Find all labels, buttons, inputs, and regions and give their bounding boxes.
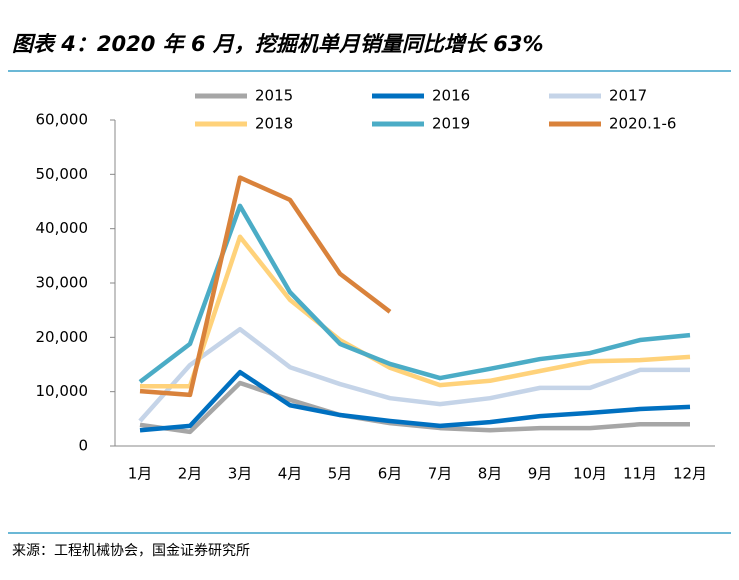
legend-label: 2017	[609, 87, 647, 105]
x-tick-label: 9月	[528, 465, 553, 483]
x-tick-label: 3月	[228, 465, 253, 483]
x-tick-label: 11月	[623, 465, 657, 483]
y-tick-label: 40,000	[36, 219, 89, 237]
y-tick-label: 50,000	[36, 165, 89, 183]
series-line	[140, 234, 691, 389]
x-tick-label: 2月	[178, 465, 203, 483]
series-line	[139, 175, 392, 398]
legend-label: 2019	[432, 115, 470, 133]
chart-title: 图表 4：2020 年 6 月，挖掘机单月销量同比增长 63%	[12, 32, 544, 56]
legend-label: 2015	[255, 87, 293, 105]
x-tick-label: 7月	[428, 465, 453, 483]
x-tick-label: 5月	[328, 465, 353, 483]
y-tick-label: 0	[78, 437, 88, 455]
x-tick-label: 1月	[128, 465, 153, 483]
legend-label: 2018	[255, 115, 293, 133]
x-tick-label: 8月	[478, 465, 503, 483]
y-tick-label: 30,000	[36, 274, 89, 292]
legend-label: 2016	[432, 87, 470, 105]
y-tick-label: 20,000	[36, 328, 89, 346]
series-line	[138, 203, 691, 384]
series-line	[139, 369, 691, 433]
x-tick-label: 12月	[673, 465, 707, 483]
legend-label: 2020.1-6	[609, 115, 676, 133]
x-tick-label: 6月	[378, 465, 403, 483]
x-tick-label: 4月	[278, 465, 303, 483]
x-tick-label: 10月	[573, 465, 607, 483]
y-tick-label: 10,000	[36, 382, 89, 400]
y-tick-label: 60,000	[36, 111, 89, 129]
series-line	[138, 326, 690, 423]
source: 来源：工程机械协会，国金证券研究所	[12, 543, 250, 559]
